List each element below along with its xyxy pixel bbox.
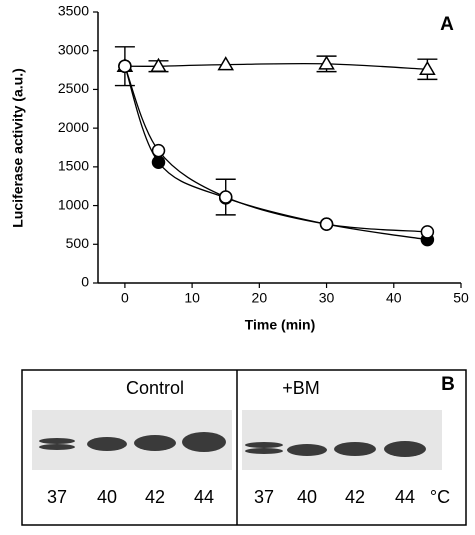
- x-tick-label: 40: [386, 290, 402, 306]
- band: [245, 448, 283, 454]
- band: [87, 437, 127, 451]
- blot-background: [242, 410, 442, 470]
- lane-label: 44: [194, 487, 214, 507]
- blot-bands: [39, 432, 426, 457]
- lane-label: 37: [254, 487, 274, 507]
- circle-marker: [118, 59, 132, 73]
- lane-label: 40: [97, 487, 117, 507]
- band: [287, 444, 327, 456]
- circle-marker: [151, 155, 166, 169]
- triangle-marker: [150, 57, 167, 72]
- group-title: Control: [126, 378, 184, 398]
- band: [334, 442, 376, 456]
- y-tick-label: 2500: [58, 80, 89, 96]
- y-tick-label: 3000: [58, 41, 89, 57]
- band: [384, 441, 426, 457]
- unit-label: °C: [430, 487, 450, 507]
- circle-marker: [319, 217, 334, 231]
- circle-marker: [420, 225, 435, 239]
- triangle-marker: [318, 55, 335, 70]
- band: [245, 442, 283, 448]
- panel-label: A: [440, 14, 454, 35]
- series-line: [124, 65, 428, 233]
- band: [39, 444, 75, 450]
- x-tick-label: 20: [252, 290, 268, 306]
- y-axis-label: Luciferase activity (a.u.): [10, 68, 26, 228]
- y-tick-label: 3500: [58, 3, 89, 19]
- band: [182, 432, 226, 452]
- circle-marker: [218, 190, 233, 204]
- series-line: [124, 62, 428, 70]
- x-axis-label: Time (min): [245, 317, 316, 333]
- circle-marker: [151, 143, 166, 158]
- y-tick-label: 2000: [58, 119, 89, 135]
- x-tick-label: 50: [453, 290, 469, 306]
- panel-label: B: [441, 374, 455, 395]
- lane-label: 37: [47, 487, 67, 507]
- x-tick-label: 30: [319, 290, 335, 306]
- y-tick-label: 1500: [58, 158, 89, 174]
- x-tick-label: 0: [121, 290, 129, 306]
- y-tick-label: 1000: [58, 196, 89, 212]
- blot-frame: [21, 369, 467, 526]
- y-tick-label: 0: [81, 274, 89, 290]
- band: [134, 435, 176, 451]
- triangle-marker: [217, 56, 235, 71]
- lane-label: 42: [345, 487, 365, 507]
- x-tick-label: 10: [184, 290, 200, 306]
- group-title: +BM: [282, 378, 320, 398]
- y-tick-label: 500: [66, 235, 90, 251]
- lane-label: 40: [297, 487, 317, 507]
- lane-label: 44: [395, 487, 415, 507]
- band: [39, 438, 75, 444]
- lane-label: 42: [145, 487, 165, 507]
- triangle-marker: [419, 60, 436, 76]
